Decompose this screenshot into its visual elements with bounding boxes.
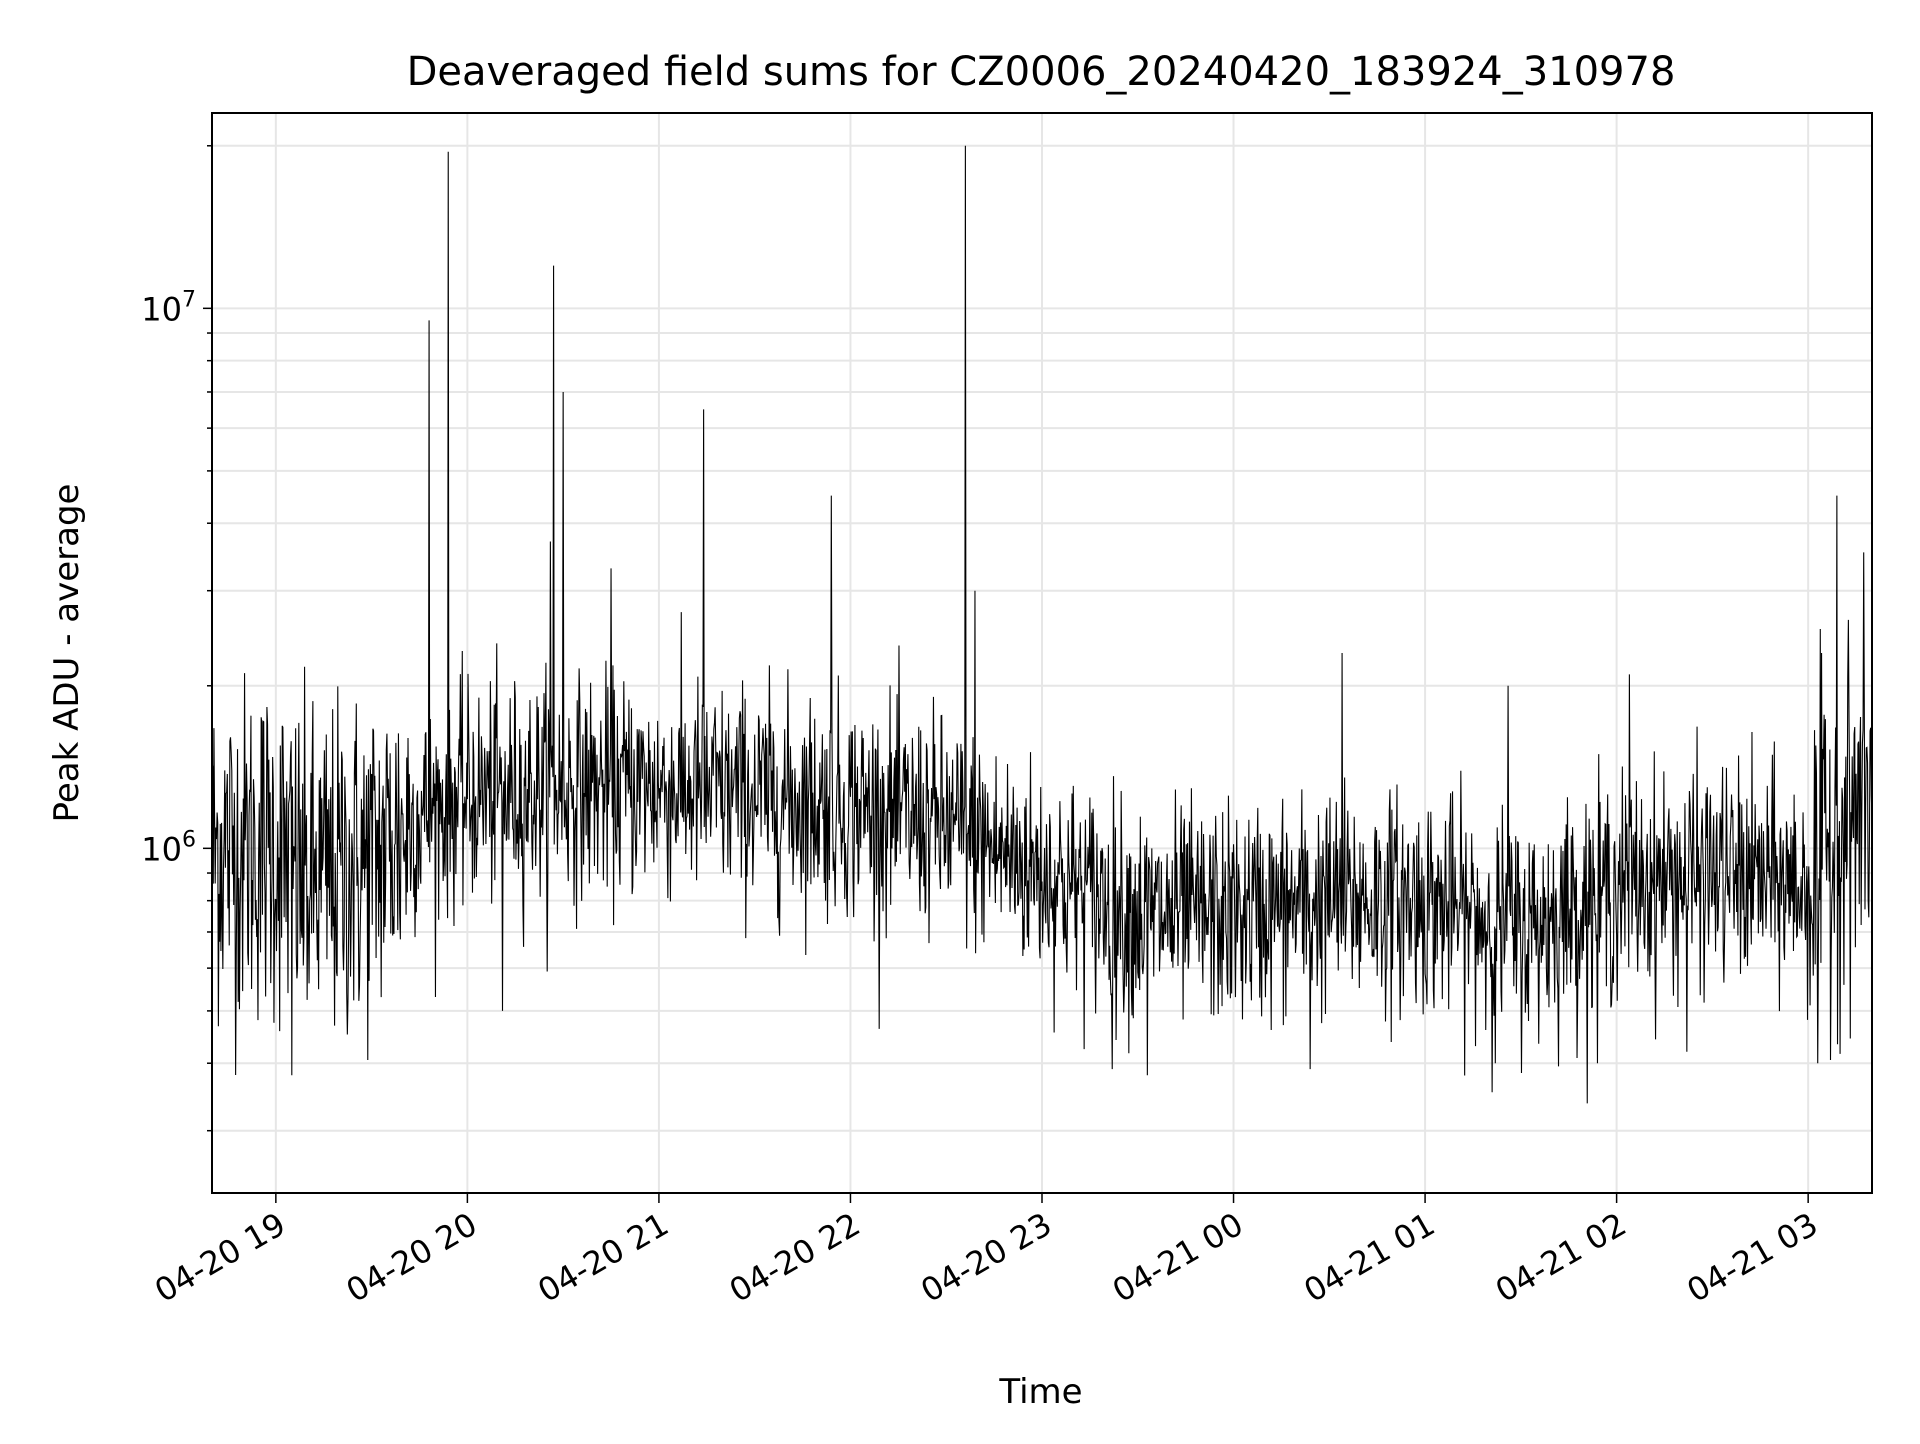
x-tick-label: 04-21 00 — [1106, 1205, 1250, 1310]
y-tick-label: 107 — [141, 287, 196, 328]
x-tick-label: 04-20 22 — [723, 1205, 867, 1310]
x-ticks: 04-20 19 04-20 20 04-20 21 04-20 22 04-20 23… — [148, 1193, 1824, 1310]
y-ticks: 106 107 — [141, 145, 212, 1132]
x-tick-label: 04-21 01 — [1297, 1205, 1441, 1310]
series-line — [211, 145, 1873, 1104]
x-tick-label: 04-20 19 — [148, 1205, 292, 1310]
x-tick-label: 04-20 23 — [914, 1205, 1058, 1310]
x-tick-label: 04-20 20 — [340, 1205, 484, 1310]
x-tick-label: 04-20 21 — [531, 1205, 675, 1310]
series-group — [211, 145, 1873, 1104]
y-tick-label: 106 — [141, 827, 196, 868]
grid — [212, 113, 1872, 1193]
chart-title: Deaveraged field sums for CZ0006_2024042… — [407, 49, 1676, 95]
y-axis-label: Peak ADU - average — [47, 484, 87, 823]
x-axis-label: Time — [998, 1372, 1082, 1412]
x-tick-label: 04-21 02 — [1489, 1205, 1633, 1310]
x-tick-label: 04-21 03 — [1681, 1205, 1825, 1310]
